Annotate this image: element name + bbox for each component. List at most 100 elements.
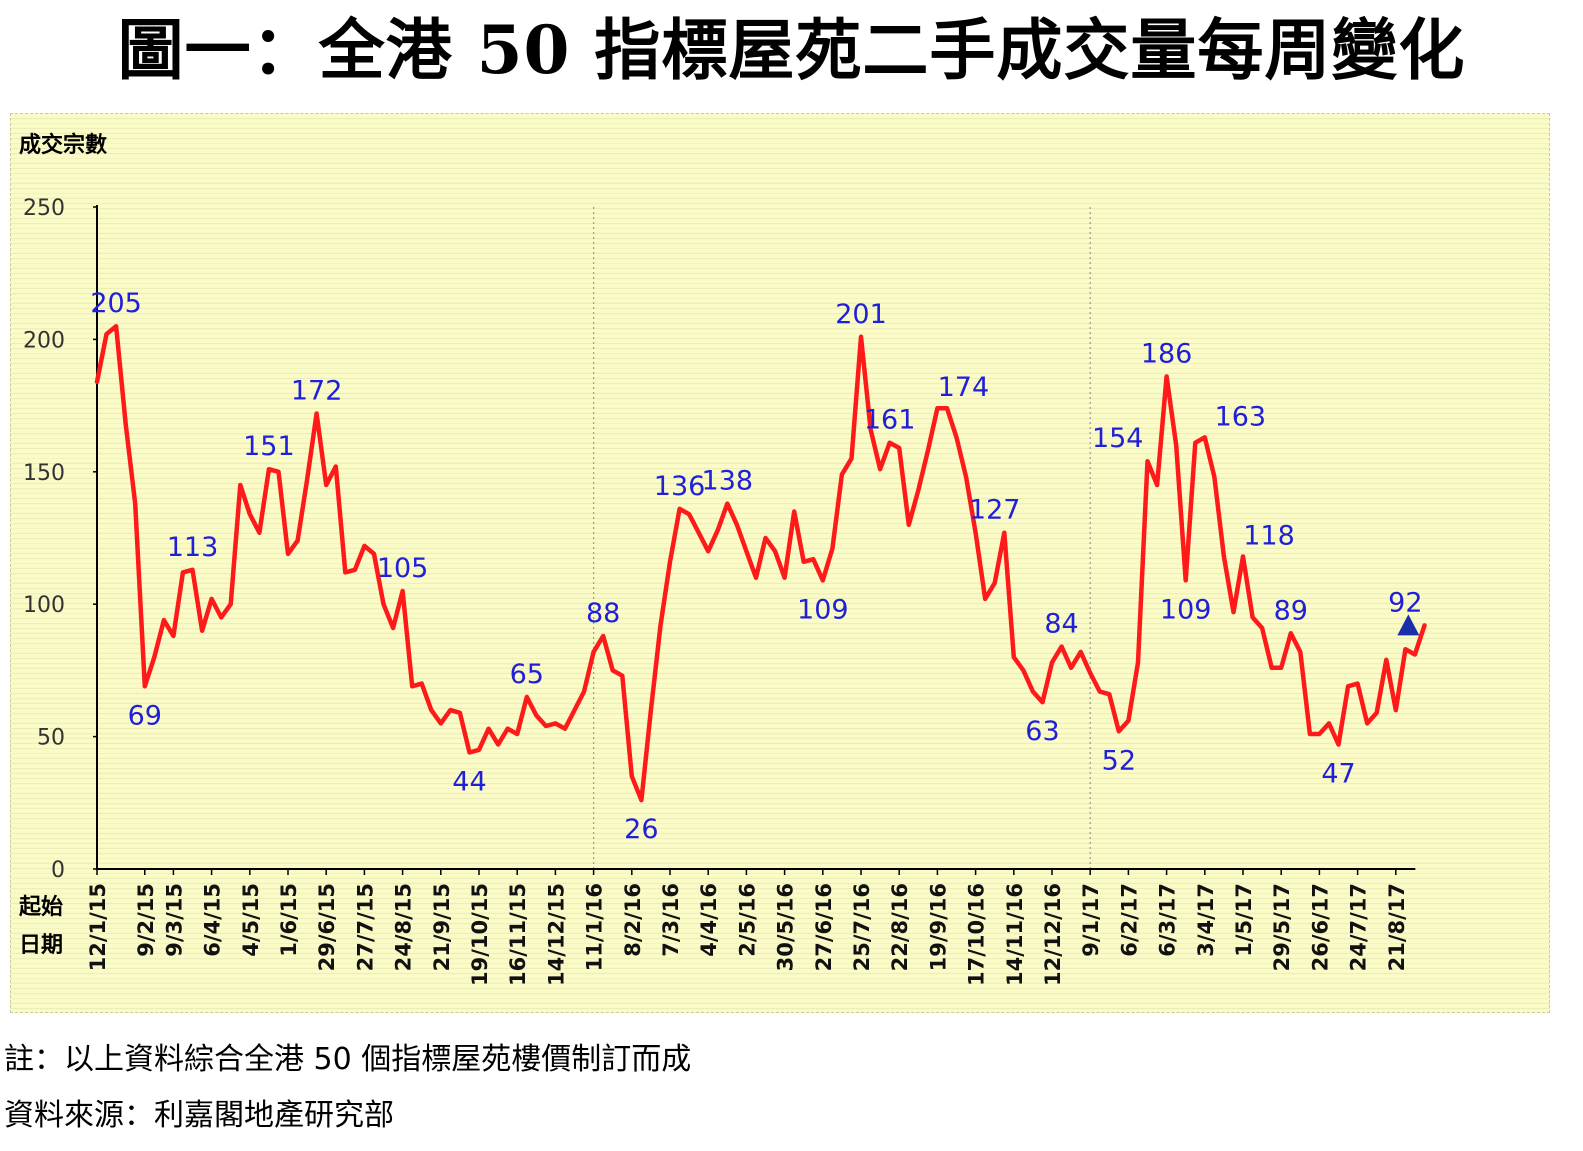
data-point bbox=[467, 750, 472, 755]
x-tick-label: 25/7/16 bbox=[850, 883, 874, 971]
data-label: 92 bbox=[1388, 587, 1422, 618]
data-point bbox=[1422, 623, 1427, 627]
data-point bbox=[200, 629, 204, 633]
data-label: 26 bbox=[624, 814, 658, 845]
data-point bbox=[162, 618, 166, 622]
data-point bbox=[983, 597, 987, 601]
data-point bbox=[639, 798, 643, 802]
data-point bbox=[104, 332, 109, 336]
data-label: 205 bbox=[90, 288, 142, 319]
data-point bbox=[830, 546, 834, 551]
data-point bbox=[1050, 660, 1054, 665]
x-tick-label: 27/7/15 bbox=[353, 883, 377, 971]
data-label: 69 bbox=[128, 700, 162, 731]
x-tick-label: 24/8/15 bbox=[392, 883, 416, 971]
data-point bbox=[1155, 483, 1159, 487]
data-point bbox=[1031, 689, 1035, 694]
data-point bbox=[219, 615, 223, 620]
data-point bbox=[1203, 435, 1207, 439]
data-point bbox=[544, 724, 548, 728]
data-point bbox=[267, 467, 271, 471]
data-point bbox=[868, 427, 873, 432]
data-point bbox=[525, 695, 529, 699]
data-point bbox=[1279, 666, 1283, 670]
data-point bbox=[716, 528, 720, 532]
data-point bbox=[1394, 708, 1398, 712]
x-tick-label: 22/8/16 bbox=[888, 883, 912, 971]
latest-week-marker bbox=[1397, 614, 1420, 636]
x-tick-label: 16/11/15 bbox=[506, 883, 530, 986]
data-label: 109 bbox=[1160, 594, 1212, 625]
data-point bbox=[1222, 554, 1226, 559]
chart-title: 圖一：全港 50 指標屋苑二手成交量每周變化 bbox=[117, 11, 1466, 89]
y-tick-label: 50 bbox=[37, 726, 65, 751]
data-point bbox=[658, 623, 663, 627]
data-point bbox=[1079, 650, 1083, 654]
data-point bbox=[95, 380, 99, 384]
data-point bbox=[276, 470, 281, 474]
data-point bbox=[601, 634, 605, 638]
data-point bbox=[1403, 647, 1407, 651]
x-tick-label: 8/2/16 bbox=[621, 883, 645, 957]
data-point bbox=[725, 501, 729, 506]
data-label: 84 bbox=[1044, 609, 1078, 640]
x-tick-label: 29/6/15 bbox=[315, 883, 339, 971]
data-point bbox=[1317, 732, 1321, 736]
data-point bbox=[849, 456, 854, 461]
series-layer bbox=[94, 323, 1427, 803]
data-point bbox=[133, 501, 137, 506]
x-tick-label: 1/6/15 bbox=[277, 883, 301, 957]
data-point bbox=[1231, 610, 1236, 614]
data-label: 174 bbox=[938, 372, 990, 403]
data-point bbox=[907, 523, 911, 527]
data-point bbox=[401, 589, 405, 593]
data-point bbox=[391, 626, 395, 630]
data-point bbox=[1098, 689, 1102, 694]
data-point bbox=[210, 597, 214, 601]
data-point bbox=[1088, 671, 1092, 675]
data-point bbox=[1356, 682, 1360, 686]
data-point bbox=[362, 544, 366, 548]
data-point bbox=[954, 435, 959, 439]
y-axis-title: 成交宗數 bbox=[19, 132, 107, 158]
data-point bbox=[916, 488, 920, 492]
data-point bbox=[1384, 658, 1388, 662]
data-point bbox=[945, 406, 949, 410]
x-tick-label: 26/6/17 bbox=[1308, 883, 1332, 971]
x-tick-label: 21/9/15 bbox=[430, 883, 454, 971]
data-label: 89 bbox=[1274, 595, 1308, 626]
data-point bbox=[773, 549, 777, 553]
data-point bbox=[553, 721, 558, 725]
data-label: 44 bbox=[452, 766, 486, 797]
x-axis-title-line1: 起始 bbox=[18, 894, 63, 920]
data-point bbox=[1270, 666, 1274, 670]
data-point bbox=[935, 406, 940, 410]
data-point bbox=[1021, 668, 1025, 673]
data-point bbox=[381, 602, 386, 606]
x-tick-label: 3/4/17 bbox=[1194, 883, 1218, 957]
y-tick-label: 150 bbox=[23, 461, 65, 486]
data-label: 186 bbox=[1141, 338, 1193, 369]
data-point bbox=[706, 549, 710, 553]
data-point bbox=[735, 523, 739, 527]
data-point bbox=[343, 570, 347, 575]
x-tick-label: 19/10/15 bbox=[468, 883, 492, 986]
data-point bbox=[486, 727, 491, 731]
data-point bbox=[305, 478, 309, 482]
x-axis-title-line2: 日期 bbox=[19, 933, 63, 958]
x-tick-label: 14/11/16 bbox=[1003, 883, 1027, 986]
data-point bbox=[687, 512, 691, 516]
data-point bbox=[611, 668, 615, 673]
data-label: 138 bbox=[702, 466, 754, 497]
data-point bbox=[190, 568, 195, 572]
data-point bbox=[821, 578, 825, 582]
data-point bbox=[783, 576, 787, 580]
data-point bbox=[840, 472, 844, 477]
x-tick-label: 17/10/16 bbox=[965, 883, 989, 986]
data-point bbox=[1327, 721, 1331, 725]
data-point bbox=[792, 509, 796, 514]
data-point bbox=[171, 634, 175, 638]
data-point bbox=[1298, 650, 1302, 654]
data-point bbox=[697, 531, 701, 535]
data-label: 154 bbox=[1092, 423, 1144, 454]
